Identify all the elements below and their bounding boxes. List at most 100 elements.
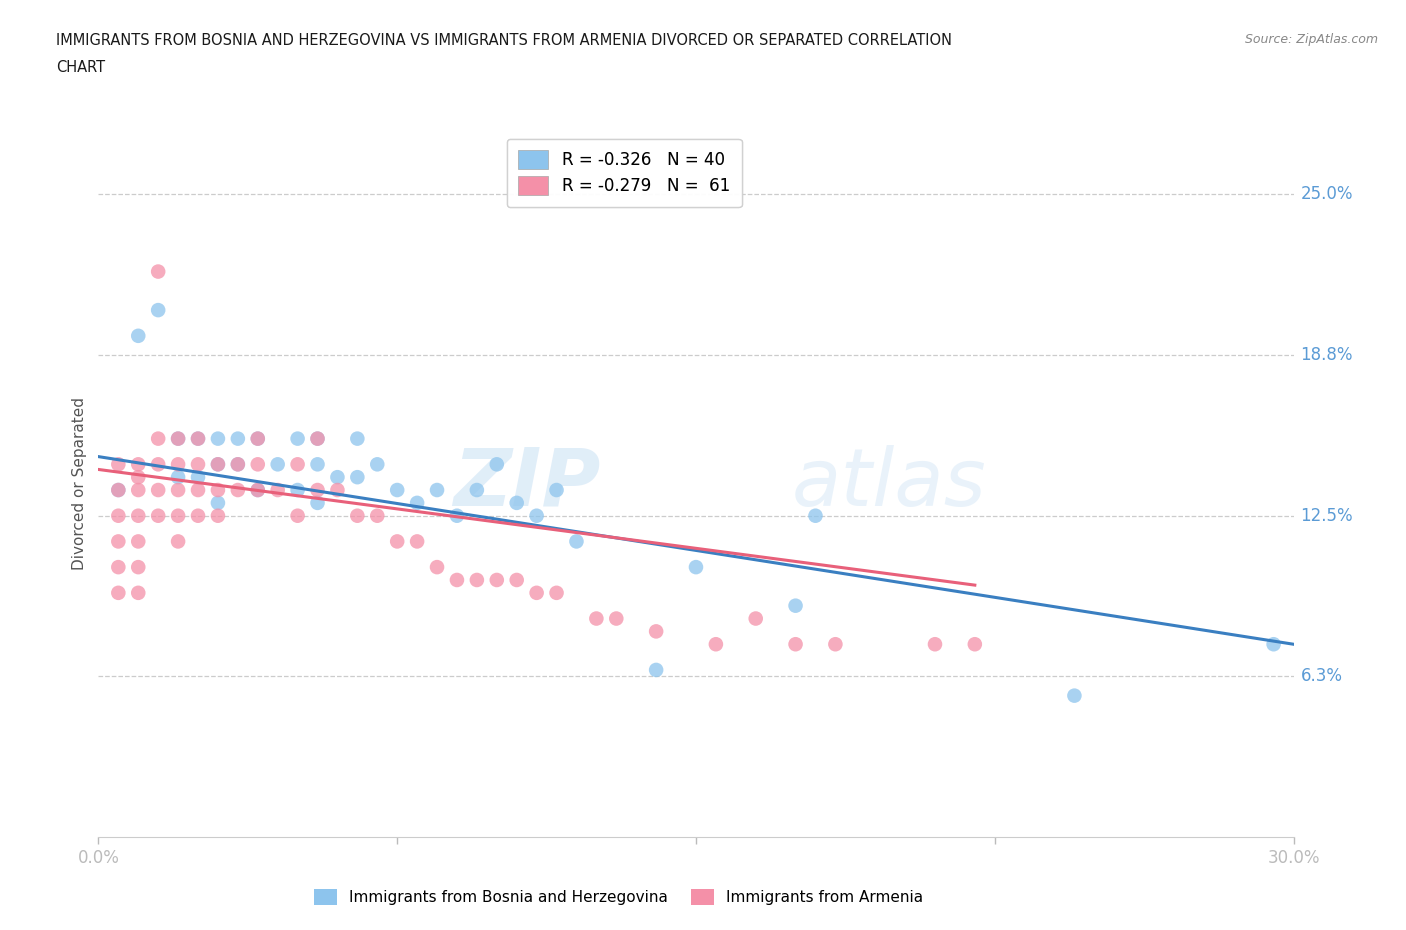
Text: atlas: atlas <box>792 445 987 523</box>
Point <box>346 470 368 485</box>
Point <box>546 585 568 600</box>
Point <box>346 432 368 446</box>
Point <box>824 637 846 652</box>
Point <box>148 457 170 472</box>
Point <box>307 432 329 446</box>
Point <box>207 496 229 511</box>
Point <box>167 432 190 446</box>
Point <box>226 457 249 472</box>
Point <box>148 432 170 446</box>
Point <box>307 432 329 446</box>
Point <box>167 432 190 446</box>
Point <box>426 560 449 575</box>
Point <box>127 534 149 549</box>
Point <box>148 264 170 279</box>
Point <box>127 457 149 472</box>
Point <box>167 483 190 498</box>
Point <box>1263 637 1285 652</box>
Point <box>385 534 409 549</box>
Point <box>107 457 129 472</box>
Point <box>287 509 309 524</box>
Point <box>207 457 229 472</box>
Y-axis label: Divorced or Separated: Divorced or Separated <box>72 397 87 570</box>
Text: 25.0%: 25.0% <box>1301 185 1353 204</box>
Point <box>187 432 209 446</box>
Point <box>187 470 209 485</box>
Point <box>506 496 529 511</box>
Point <box>645 662 668 677</box>
Point <box>267 483 290 498</box>
Point <box>645 624 668 639</box>
Point <box>1063 688 1085 703</box>
Point <box>745 611 768 626</box>
Point <box>187 509 209 524</box>
Point <box>963 637 986 652</box>
Point <box>406 534 429 549</box>
Point <box>207 509 229 524</box>
Point <box>605 611 627 626</box>
Point <box>326 470 349 485</box>
Point <box>785 598 807 613</box>
Point <box>207 457 229 472</box>
Point <box>246 483 269 498</box>
Point <box>127 470 149 485</box>
Point <box>187 432 209 446</box>
Point <box>127 509 149 524</box>
Point <box>485 573 508 588</box>
Point <box>148 483 170 498</box>
Point <box>446 509 468 524</box>
Point <box>127 560 149 575</box>
Point <box>485 457 508 472</box>
Point <box>167 509 190 524</box>
Point <box>148 302 170 317</box>
Text: IMMIGRANTS FROM BOSNIA AND HERZEGOVINA VS IMMIGRANTS FROM ARMENIA DIVORCED OR SE: IMMIGRANTS FROM BOSNIA AND HERZEGOVINA V… <box>56 33 952 47</box>
Point <box>924 637 946 652</box>
Text: 6.3%: 6.3% <box>1301 668 1343 685</box>
Point <box>246 483 269 498</box>
Point <box>326 483 349 498</box>
Point <box>426 483 449 498</box>
Point <box>366 457 388 472</box>
Point <box>107 483 129 498</box>
Point <box>546 483 568 498</box>
Point <box>167 470 190 485</box>
Point <box>307 496 329 511</box>
Point <box>287 457 309 472</box>
Point <box>406 496 429 511</box>
Point <box>465 483 488 498</box>
Point <box>148 509 170 524</box>
Point <box>506 573 529 588</box>
Text: 12.5%: 12.5% <box>1301 507 1353 525</box>
Point <box>785 637 807 652</box>
Point <box>207 432 229 446</box>
Point <box>127 585 149 600</box>
Point <box>346 509 368 524</box>
Point <box>287 483 309 498</box>
Point <box>685 560 707 575</box>
Point <box>107 483 129 498</box>
Point <box>385 483 409 498</box>
Point <box>167 457 190 472</box>
Point <box>307 483 329 498</box>
Text: CHART: CHART <box>56 60 105 75</box>
Point <box>127 328 149 343</box>
Point <box>187 457 209 472</box>
Point <box>446 573 468 588</box>
Text: Source: ZipAtlas.com: Source: ZipAtlas.com <box>1244 33 1378 46</box>
Point <box>207 483 229 498</box>
Point <box>127 483 149 498</box>
Point <box>526 585 548 600</box>
Point <box>246 432 269 446</box>
Text: ZIP: ZIP <box>453 445 600 523</box>
Point <box>526 509 548 524</box>
Point <box>267 457 290 472</box>
Point <box>226 483 249 498</box>
Point <box>187 483 209 498</box>
Point <box>565 534 588 549</box>
Point <box>366 509 388 524</box>
Point <box>804 509 827 524</box>
Point <box>704 637 727 652</box>
Point <box>226 432 249 446</box>
Point <box>107 509 129 524</box>
Legend: R = -0.326   N = 40, R = -0.279   N =  61: R = -0.326 N = 40, R = -0.279 N = 61 <box>506 139 742 207</box>
